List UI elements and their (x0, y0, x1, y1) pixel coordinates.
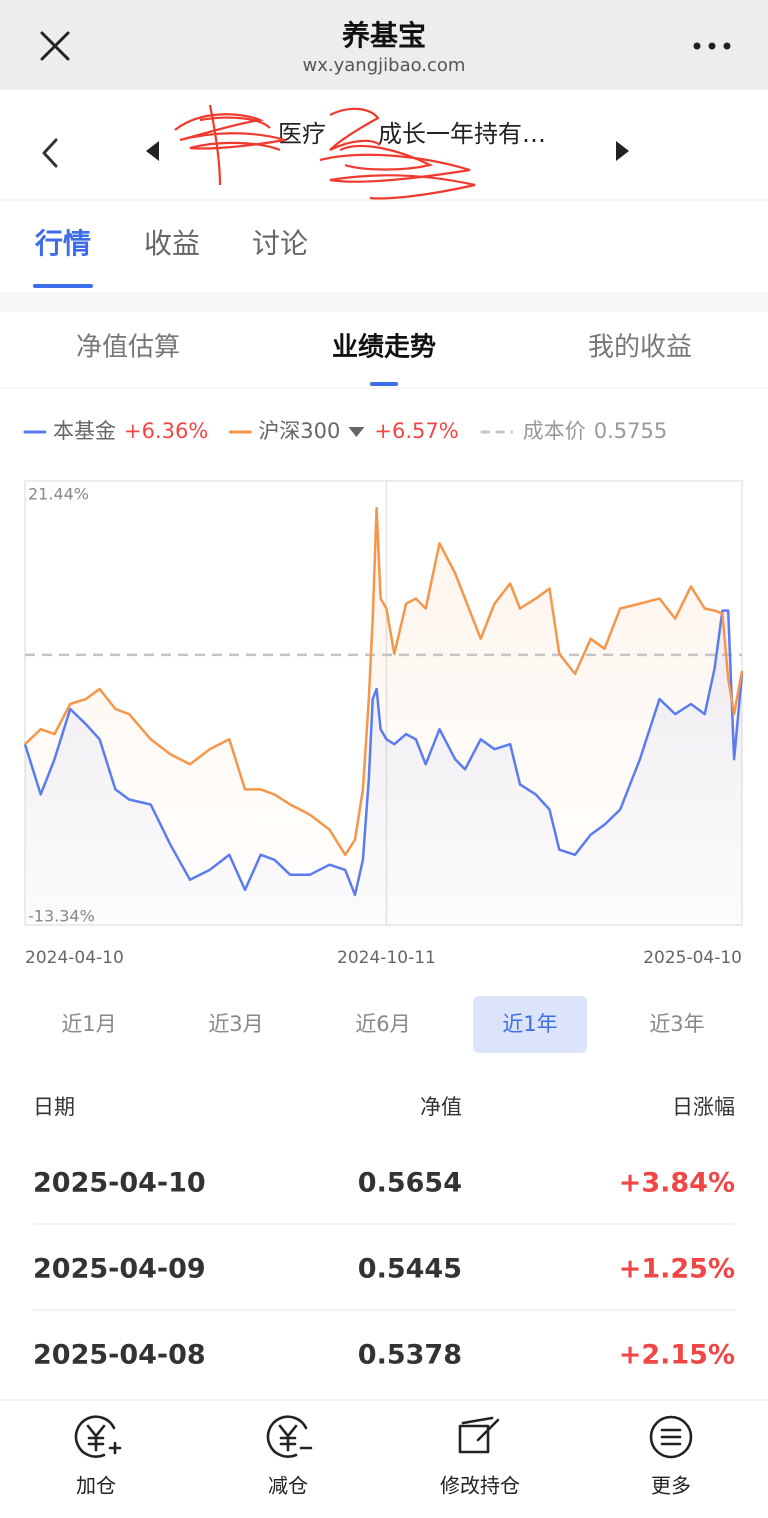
range-button[interactable]: 近6月 (355, 1012, 410, 1036)
x-tick-label: 2024-10-11 (337, 948, 436, 968)
table-cell: 0.5654 (358, 1168, 462, 1199)
nav-label[interactable]: 减仓 (268, 1474, 308, 1498)
area-fill (25, 508, 742, 925)
back-button[interactable] (42, 138, 58, 168)
table-cell: 2025-04-09 (33, 1254, 206, 1285)
legend-label: 成本价 (523, 419, 586, 443)
subtab[interactable]: 我的收益 (588, 333, 692, 363)
subtab[interactable]: 净值估算 (76, 333, 180, 363)
x-tick-label: 2024-04-10 (25, 948, 124, 968)
legend-value: +6.36% (124, 419, 208, 443)
table-header: 日涨幅 (672, 1095, 735, 1119)
table-cell: +3.84% (619, 1168, 735, 1199)
table-cell: 2025-04-10 (33, 1168, 206, 1199)
legend-label: 本基金 (53, 419, 116, 443)
redaction (174, 104, 476, 200)
nav-label[interactable]: 加仓 (76, 1474, 116, 1498)
reduce-icon[interactable] (266, 1415, 313, 1458)
range-button-bg[interactable] (473, 996, 587, 1053)
subtab[interactable]: 业绩走势 (332, 333, 436, 363)
edit-icon[interactable] (458, 1416, 500, 1454)
table-cell: +2.15% (619, 1340, 735, 1371)
table-cell: 0.5378 (358, 1340, 462, 1371)
table-cell: +1.25% (619, 1254, 735, 1285)
table-cell: 2025-04-08 (33, 1340, 206, 1371)
legend-value: 0.5755 (594, 419, 667, 443)
tab[interactable]: 行情 (34, 227, 91, 260)
tab-indicator (33, 284, 93, 288)
range-button[interactable]: 近3月 (208, 1012, 263, 1036)
table-cell: 0.5445 (358, 1254, 462, 1285)
add-icon[interactable] (74, 1415, 122, 1458)
more-button[interactable] (693, 42, 731, 50)
range-button[interactable]: 近1月 (61, 1012, 116, 1036)
nav-label[interactable]: 更多 (651, 1474, 691, 1498)
section-gap (0, 292, 768, 312)
close-button[interactable] (40, 31, 70, 61)
more-icon[interactable] (649, 1415, 693, 1459)
tab[interactable]: 讨论 (252, 227, 308, 260)
legend-label: 沪深300 (258, 419, 340, 443)
series-line (23, 609, 744, 897)
nav-label[interactable]: 修改持仓 (440, 1474, 520, 1498)
range-button[interactable]: 近1年 (502, 1012, 557, 1036)
header-bar (0, 0, 768, 90)
table-header: 日期 (33, 1095, 75, 1119)
next-fund[interactable] (616, 141, 629, 161)
series-line (24, 506, 744, 857)
range-button[interactable]: 近3年 (649, 1012, 704, 1036)
fund-name-part: 医疗 (278, 120, 326, 148)
fund-name-part: 成长一年持有… (378, 120, 546, 148)
legend-value: +6.57% (374, 419, 458, 443)
x-tick-label: 2025-04-10 (643, 948, 742, 968)
app-title: 养基宝 (342, 19, 426, 52)
app-url: wx.yangjibao.com (303, 55, 466, 76)
y-tick-label: 21.44% (28, 485, 89, 504)
tab[interactable]: 收益 (144, 227, 200, 260)
prev-fund[interactable] (146, 141, 159, 161)
subtab-indicator (370, 382, 398, 386)
table-header: 净值 (420, 1095, 462, 1119)
bottom-nav-bar (0, 1400, 768, 1518)
dropdown-icon[interactable] (348, 427, 365, 437)
